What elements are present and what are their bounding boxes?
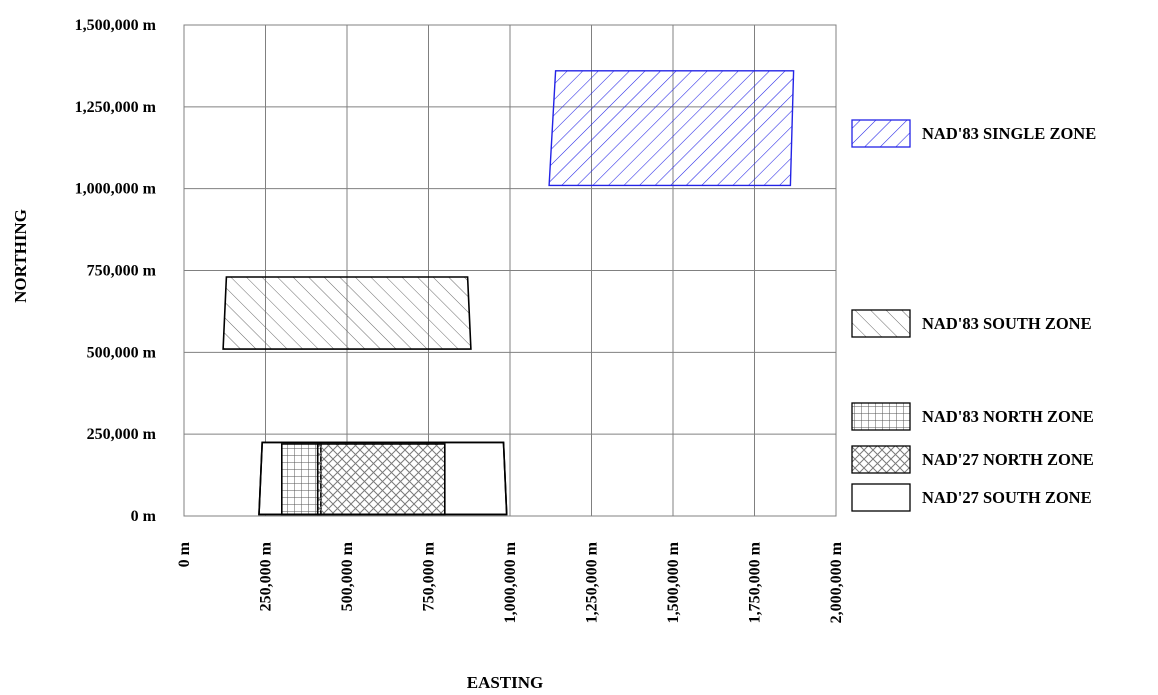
x-axis-tick-labels: 0 m 250,000 m 500,000 m 750,000 m 1,000,000 …	[176, 541, 845, 623]
x-tick-label: 500,000 m	[339, 541, 356, 611]
legend-swatch-nad-27-south-zone	[851, 483, 911, 512]
x-tick-label: 250,000 m	[258, 541, 275, 611]
y-tick-label: 1,500,000 m	[75, 17, 157, 34]
y-axis-tick-labels: 0 m 250,000 m 500,000 m 750,000 m 1,000,000 …	[75, 17, 157, 525]
x-tick-label: 2,000,000 m	[828, 541, 845, 623]
y-axis-title: NORTHING	[11, 209, 30, 303]
y-tick-label: 0 m	[131, 508, 157, 525]
zone-nad-27-north-zone	[316, 443, 446, 516]
plot-frame	[183, 24, 837, 517]
legend-label-nad-27-south-zone: NAD'27 SOUTH ZONE	[922, 488, 1092, 507]
x-tick-label: 0 m	[176, 541, 193, 567]
legend-swatch-nad-83-single-zone	[851, 119, 911, 148]
x-tick-label: 750,000 m	[421, 541, 438, 611]
legend: NAD'83 SINGLE ZONE NAD'83 SOUTH ZONE NAD'8…	[851, 119, 1096, 512]
series-layer	[222, 70, 795, 516]
legend-label-nad-27-north-zone: NAD'27 NORTH ZONE	[922, 450, 1094, 469]
y-tick-label: 250,000 m	[87, 426, 157, 443]
x-tick-label: 1,500,000 m	[665, 541, 682, 623]
legend-label-nad-83-single-zone: NAD'83 SINGLE ZONE	[922, 124, 1096, 143]
y-tick-label: 1,250,000 m	[75, 99, 157, 116]
legend-swatch-nad-83-north-zone	[851, 402, 911, 431]
y-tick-label: 750,000 m	[87, 263, 157, 280]
x-tick-label: 1,000,000 m	[502, 541, 519, 623]
plot-area-border	[183, 24, 837, 517]
y-tick-label: 1,000,000 m	[75, 181, 157, 198]
legend-swatch-nad-83-south-zone	[851, 309, 911, 338]
zone-nad-83-north-zone	[280, 443, 322, 516]
zone-nad-83-south-zone	[222, 276, 472, 350]
zone-nad-83-single-zone	[548, 70, 795, 187]
y-tick-label: 500,000 m	[87, 344, 157, 361]
legend-swatch-nad-27-north-zone	[851, 445, 911, 474]
x-tick-label: 1,250,000 m	[584, 541, 601, 623]
zone-outline-nad-27-south-zone	[258, 441, 508, 516]
x-axis-title: EASTING	[467, 673, 544, 692]
legend-label-nad-83-south-zone: NAD'83 SOUTH ZONE	[922, 314, 1092, 333]
legend-label-nad-83-north-zone: NAD'83 NORTH ZONE	[922, 407, 1094, 426]
x-tick-label: 1,750,000 m	[747, 541, 764, 623]
